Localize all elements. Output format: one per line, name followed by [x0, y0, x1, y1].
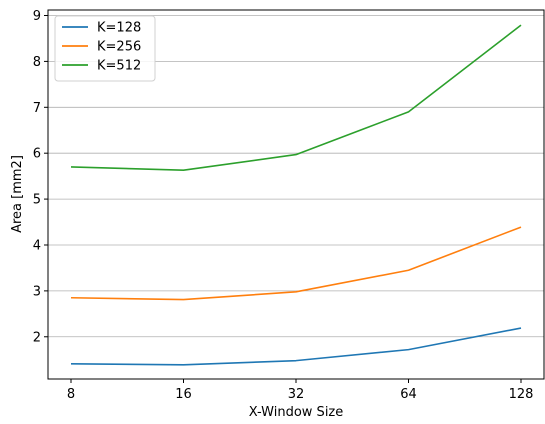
y-tick-label: 7: [33, 101, 41, 116]
series-layer: [70, 24, 522, 366]
legend-label: K=256: [97, 40, 141, 55]
legend: K=128 K=256 K=512: [54, 15, 156, 82]
x-tick-label: 32: [288, 387, 305, 402]
y-tick-label: 3: [33, 284, 41, 299]
y-tick-label: 2: [33, 330, 41, 345]
y-tick-label: 8: [33, 55, 41, 70]
legend-label: K=128: [97, 21, 141, 36]
series-line-2: [70, 226, 522, 301]
y-tick-label: 5: [33, 193, 41, 208]
x-axis-label: X-Window Size: [249, 405, 344, 420]
y-tick-label: 9: [33, 9, 41, 24]
x-tick-label: 64: [400, 387, 417, 402]
y-axis-label: Area [mm2]: [10, 155, 25, 233]
x-tick-label: 128: [509, 387, 534, 402]
y-tick-label: 4: [33, 238, 41, 253]
x-tick-label: 8: [67, 387, 75, 402]
series-line-1: [70, 327, 522, 366]
legend-label: K=512: [97, 59, 141, 74]
y-tick-label: 6: [33, 147, 41, 162]
tick-layer: 2 3 4 5 6 7 8 9 8 16 32 64 128: [33, 9, 534, 402]
series-line-3: [70, 24, 522, 171]
x-tick-label: 16: [175, 387, 192, 402]
